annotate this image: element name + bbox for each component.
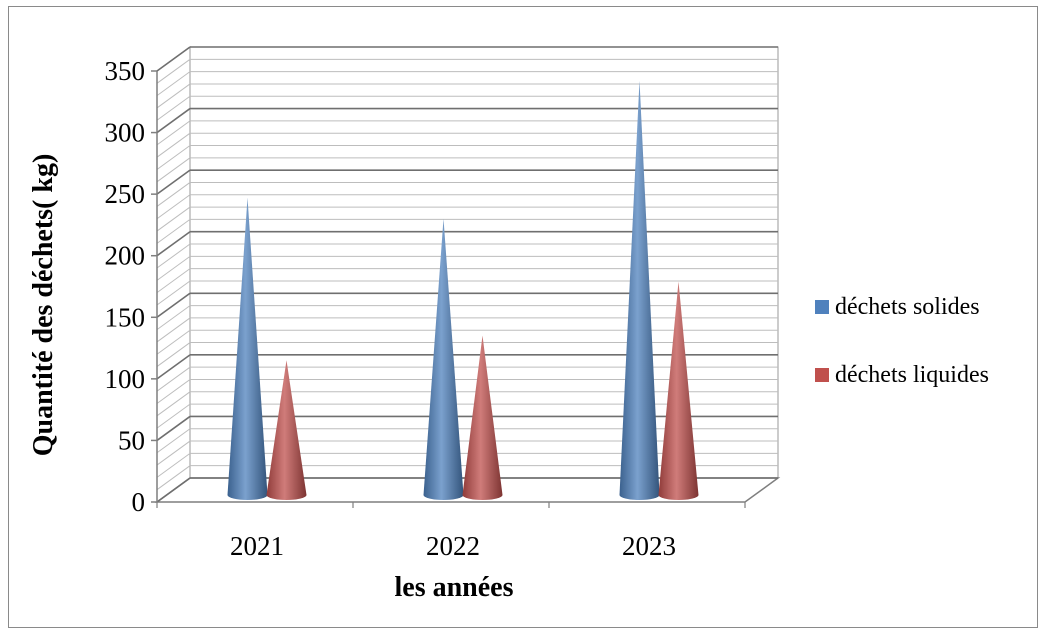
y-tick-label: 0 [132,487,146,517]
cone-body [619,80,660,500]
gridline-side [156,428,191,454]
x-tick-label: 2023 [622,531,676,561]
gridline-side [156,231,191,257]
gridline-side [156,465,191,491]
cone-liquides-2022 [462,335,503,500]
y-tick-label: 200 [105,241,146,271]
y-tick-label: 100 [105,364,146,394]
gridline-side [156,354,191,380]
gridline-side [156,107,191,134]
gridline-side [156,452,191,478]
cone-body [658,281,699,500]
gridline-side [156,218,191,244]
gridline-side [156,243,191,269]
gridline-side [156,71,191,97]
side-wall [156,46,191,503]
gridline-side [156,477,191,503]
gridline-side [156,182,191,207]
y-axis-title: Quantité des déchets( kg) [28,154,59,457]
gridline-side [156,379,191,404]
cone-solides-2022 [423,218,464,500]
gridline-side [156,157,191,183]
gridline-side [156,58,191,84]
gridline-side [156,255,191,281]
gridline-side [156,292,191,318]
x-tick-label: 2022 [426,531,480,561]
x-axis-title: les années [395,572,514,603]
legend: déchets solides déchets liquides [815,294,989,388]
y-axis: 0 50 100 150 200 250 300 350 [105,56,158,517]
y-tick-label: 250 [105,179,146,209]
gridline-side [156,366,191,392]
y-tick-label: 50 [118,425,145,455]
legend-swatch [815,368,829,382]
gridline-side [156,83,191,109]
gridline-side [156,342,191,367]
data-cones [227,80,699,500]
legend-label: déchets liquides [835,362,989,388]
cone-liquides-2021 [266,360,307,500]
gridline-side [156,317,191,343]
y-tick-label: 150 [105,302,146,332]
legend-item: déchets liquides [815,362,989,388]
gridline-side [156,415,191,442]
legend-swatch [815,300,829,314]
gridline-side [156,169,191,195]
gridline-side [156,120,191,146]
x-tick-label: 2021 [230,531,284,561]
gridline-side [156,329,191,355]
gridline-side [156,132,191,158]
gridline-side [156,391,191,417]
cone-liquides-2023 [658,281,699,500]
gridline-side [156,95,191,121]
gridline-side [156,206,191,232]
gridline-side [156,305,191,331]
gridline-side [156,145,191,170]
cone-body [423,218,464,500]
legend-label: déchets solides [835,294,980,320]
y-tick-label: 350 [105,56,146,86]
gridline-side [156,280,191,306]
gridline-side [156,46,191,72]
cone-body [227,197,268,500]
gridline-side [156,403,191,429]
gridline-side [156,440,191,466]
cone-body [266,360,307,500]
cone-solides-2021 [227,197,268,500]
legend-item: déchets solides [815,294,980,320]
cone-body [462,335,503,500]
cone-solides-2023 [619,80,660,500]
x-axis: 2021 2022 2023 [156,502,746,561]
gridline-side [156,268,191,294]
gridline-side [156,194,191,220]
y-tick-label: 300 [105,118,146,148]
